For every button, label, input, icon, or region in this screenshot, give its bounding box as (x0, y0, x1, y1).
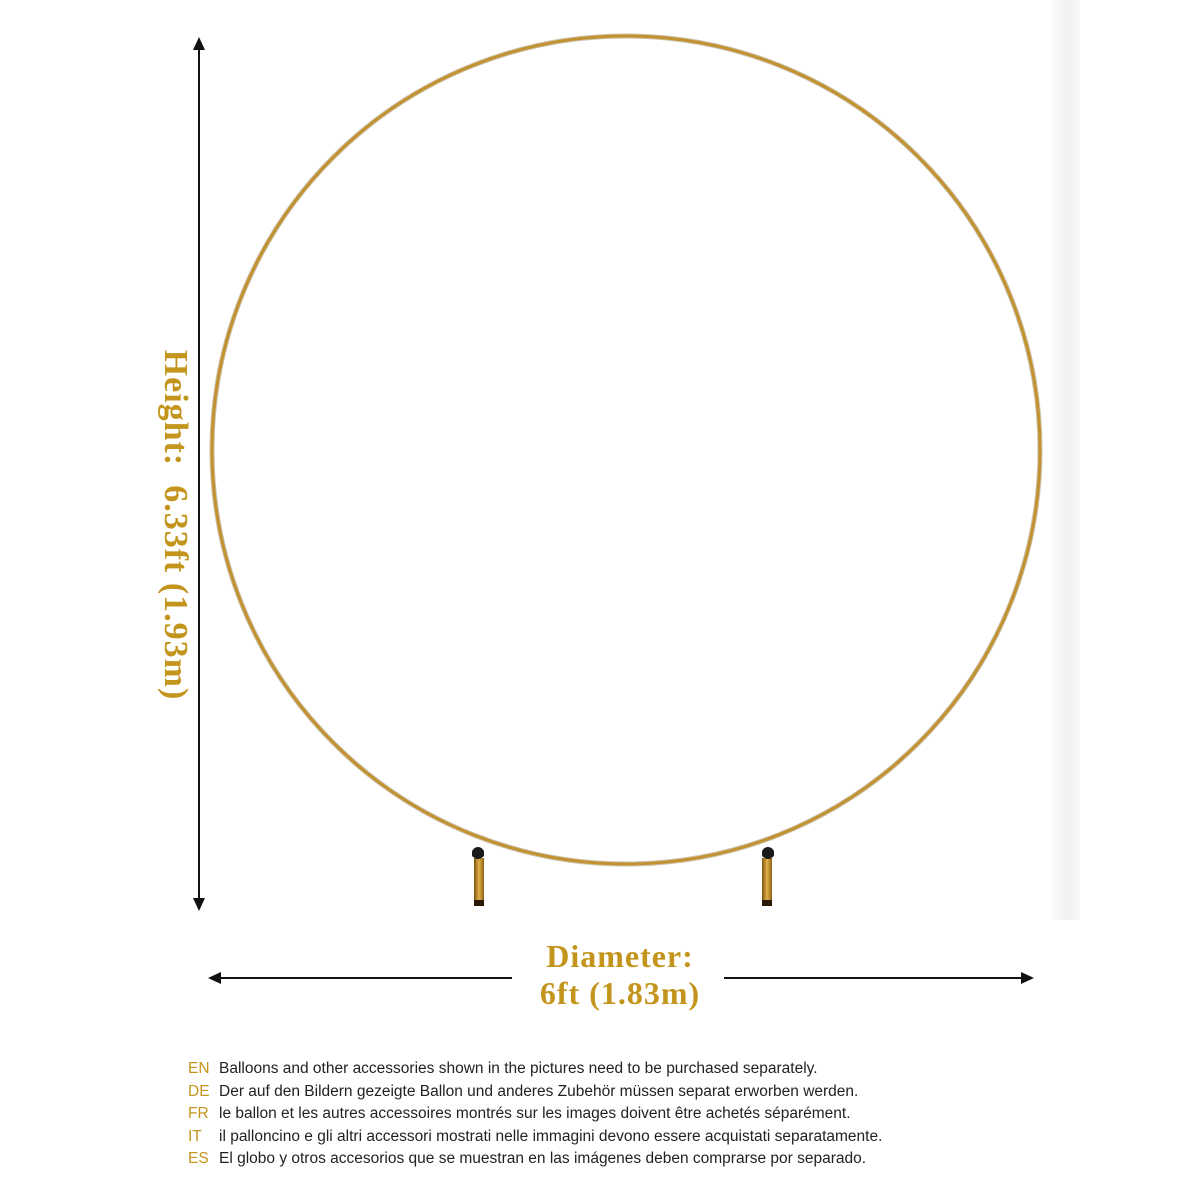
note-code: IT (188, 1127, 202, 1145)
height-arrow-icon (193, 37, 205, 911)
note-code: ES (188, 1150, 209, 1167)
note-fr: FR le ballon et les autres accessoires mo… (188, 1105, 1088, 1128)
note-en: EN Balloons and other accessories shown i… (188, 1060, 1088, 1083)
note-code: FR (188, 1105, 209, 1122)
note-de: DE Der auf den Bildern gezeigte Ballon un… (188, 1083, 1088, 1106)
note-text: El globo y otros accesorios que se muest… (219, 1150, 867, 1167)
note-it: IT il palloncino e gli altri accessori mo… (188, 1128, 1088, 1151)
diameter-label-line2: 6ft (1.83m) (539, 975, 701, 1011)
note-code: DE (188, 1082, 210, 1100)
note-code: EN (188, 1060, 210, 1077)
language-notes: EN Balloons and other accessories shown i… (188, 1060, 1088, 1173)
diameter-arrow-icon (208, 972, 1034, 984)
note-text: Der auf den Bildern gezeigte Ballon und … (219, 1082, 859, 1100)
note-text: le ballon et les autres accessoires mont… (219, 1105, 851, 1122)
height-label-text: Height: 6.33ft (1.93m) (157, 349, 194, 701)
background-strip (1052, 0, 1080, 920)
ring-stand-icon (209, 33, 1043, 906)
diameter-label: Diameter: 6ft (1.83m) (520, 938, 720, 1012)
diameter-label-line1: Diameter: (546, 938, 694, 974)
note-text: Balloons and other accessories shown in … (219, 1060, 818, 1077)
note-text: il palloncino e gli altri accessori most… (219, 1127, 883, 1145)
note-es: ES El globo y otros accesorios que se mue… (188, 1150, 1088, 1173)
